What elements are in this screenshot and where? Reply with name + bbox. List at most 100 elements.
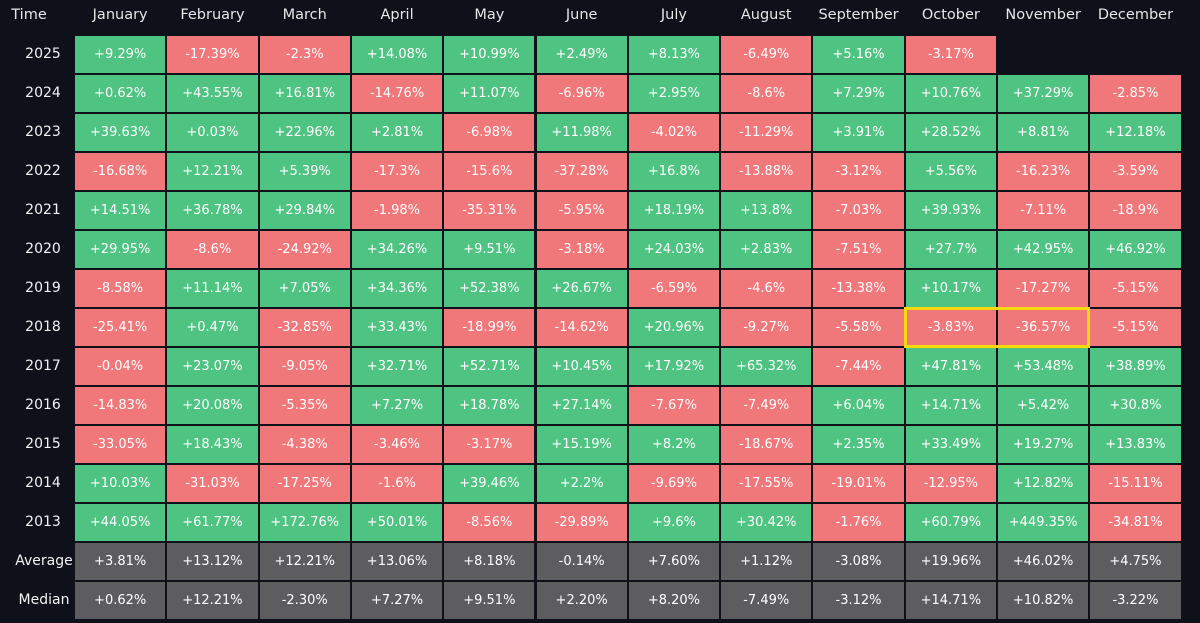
cell-2013-march: +172.76% [259, 504, 350, 541]
cell-2021-december: -18.9% [1090, 192, 1181, 229]
cell-2024-october: +10.76% [905, 75, 996, 112]
cell-2016-april: +7.27% [351, 387, 443, 424]
cell-2016-november: +5.42% [998, 387, 1089, 424]
cell-2025-june: +2.49% [536, 36, 627, 73]
cell-2025-september: +5.16% [813, 36, 904, 73]
cell-2015-september: +2.35% [813, 426, 904, 463]
cell-2023-november: +8.81% [998, 114, 1089, 151]
cell-2015-december: +13.83% [1090, 426, 1181, 463]
cell-2023-july: -4.02% [628, 114, 720, 151]
cell-2013-june: -29.89% [536, 504, 627, 541]
cell-2016-january: -14.83% [75, 387, 166, 424]
cell-median-september: -3.12% [813, 582, 904, 619]
cell-2018-december: -5.15% [1090, 309, 1181, 346]
cell-2014-october: -12.95% [905, 465, 996, 502]
cell-2014-march: -17.25% [259, 465, 350, 502]
cell-2024-december: -2.85% [1090, 75, 1181, 112]
cell-2013-september: -1.76% [813, 504, 904, 541]
cell-2025-may: +10.99% [444, 36, 535, 73]
cell-2019-september: -13.38% [813, 270, 904, 307]
corner-label: Time [11, 7, 47, 23]
cell-2024-may: +11.07% [444, 75, 535, 112]
cell-2020-january: +29.95% [75, 231, 166, 268]
column-header-july: July [660, 7, 687, 23]
cell-2013-april: +50.01% [351, 504, 443, 541]
cell-2022-april: -17.3% [351, 153, 443, 190]
cell-2021-november: -7.11% [998, 192, 1089, 229]
cell-2013-december: -34.81% [1090, 504, 1181, 541]
column-header-february: February [180, 7, 245, 23]
cell-2022-february: +12.21% [167, 153, 258, 190]
cell-2023-june: +11.98% [536, 114, 627, 151]
cell-2015-february: +18.43% [167, 426, 258, 463]
cell-2016-march: -5.35% [259, 387, 350, 424]
cell-2022-august: -13.88% [721, 153, 812, 190]
cell-2020-may: +9.51% [444, 231, 535, 268]
cell-average-september: -3.08% [813, 543, 904, 580]
cell-2017-october: +47.81% [905, 348, 996, 385]
cell-2020-september: -7.51% [813, 231, 904, 268]
row-label-2015: 2015 [25, 436, 61, 452]
cell-2020-october: +27.7% [905, 231, 996, 268]
row-label-median: Median [18, 592, 70, 608]
cell-2018-february: +0.47% [167, 309, 258, 346]
cell-2022-june: -37.28% [536, 153, 627, 190]
row-label-2021: 2021 [25, 202, 61, 218]
cell-average-july: +7.60% [628, 543, 720, 580]
cell-2017-may: +52.71% [444, 348, 535, 385]
cell-2022-december: -3.59% [1090, 153, 1181, 190]
cell-2014-april: -1.6% [351, 465, 443, 502]
cell-2019-december: -5.15% [1090, 270, 1181, 307]
cell-2019-november: -17.27% [998, 270, 1089, 307]
cell-2018-august: -9.27% [721, 309, 812, 346]
cell-2024-february: +43.55% [167, 75, 258, 112]
cell-median-february: +12.21% [167, 582, 258, 619]
cell-2024-august: -8.6% [721, 75, 812, 112]
row-label-2024: 2024 [25, 85, 61, 101]
cell-median-august: -7.49% [721, 582, 812, 619]
cell-2025-august: -6.49% [721, 36, 812, 73]
cell-2014-june: +2.2% [536, 465, 627, 502]
cell-2018-september: -5.58% [813, 309, 904, 346]
cell-2025-april: +14.08% [351, 36, 443, 73]
cell-average-march: +12.21% [259, 543, 350, 580]
column-header-january: January [92, 7, 148, 23]
cell-2014-september: -19.01% [813, 465, 904, 502]
cell-2020-june: -3.18% [536, 231, 627, 268]
cell-median-december: -3.22% [1090, 582, 1181, 619]
cell-median-march: -2.30% [259, 582, 350, 619]
cell-2019-july: -6.59% [628, 270, 720, 307]
cell-2017-november: +53.48% [998, 348, 1089, 385]
cell-2020-december: +46.92% [1090, 231, 1181, 268]
cell-2021-february: +36.78% [167, 192, 258, 229]
cell-2021-july: +18.19% [628, 192, 720, 229]
cell-2015-march: -4.38% [259, 426, 350, 463]
cell-2016-june: +27.14% [536, 387, 627, 424]
cell-2015-july: +8.2% [628, 426, 720, 463]
cell-2020-april: +34.26% [351, 231, 443, 268]
row-label-2019: 2019 [25, 280, 61, 296]
row-label-average: Average [15, 553, 73, 569]
cell-2016-july: -7.67% [628, 387, 720, 424]
row-label-2018: 2018 [25, 319, 61, 335]
cell-2017-august: +65.32% [721, 348, 812, 385]
cell-median-june: +2.20% [536, 582, 627, 619]
cell-2015-january: -33.05% [75, 426, 166, 463]
cell-2016-may: +18.78% [444, 387, 535, 424]
cell-2013-may: -8.56% [444, 504, 535, 541]
cell-average-october: +19.96% [905, 543, 996, 580]
cell-2019-january: -8.58% [75, 270, 166, 307]
cell-2025-january: +9.29% [75, 36, 166, 73]
row-label-2017: 2017 [25, 358, 61, 374]
cell-2023-january: +39.63% [75, 114, 166, 151]
cell-2019-march: +7.05% [259, 270, 350, 307]
cell-2023-october: +28.52% [905, 114, 996, 151]
cell-2013-february: +61.77% [167, 504, 258, 541]
cell-2022-january: -16.68% [75, 153, 166, 190]
cell-2024-june: -6.96% [536, 75, 627, 112]
cell-2024-november: +37.29% [998, 75, 1089, 112]
cell-2021-september: -7.03% [813, 192, 904, 229]
cell-2021-august: +13.8% [721, 192, 812, 229]
cell-2023-february: +0.03% [167, 114, 258, 151]
